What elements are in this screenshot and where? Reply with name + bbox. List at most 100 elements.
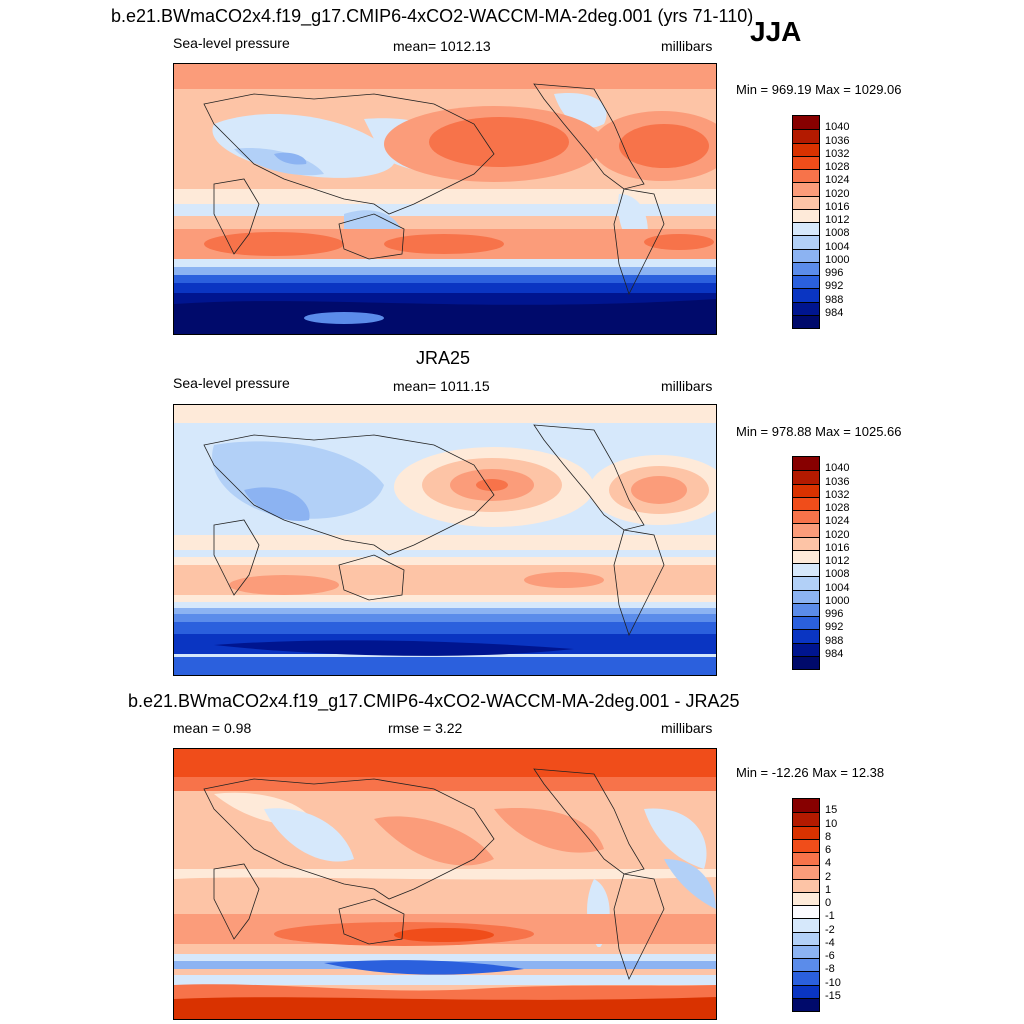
panel1-colorbar-tick: 1040 [825, 121, 850, 134]
panel1-colorbar-swatch [793, 235, 819, 249]
panel3-map [173, 748, 717, 1020]
panel2-colorbar-swatch [793, 496, 819, 510]
panel1-map [173, 63, 717, 335]
panel3-colorbar-tick: -10 [825, 976, 841, 989]
panel2-colorbar-tick: 992 [825, 621, 844, 634]
panel2-colorbar-tick: 996 [825, 608, 844, 620]
panel3-colorbar-tick: -8 [825, 963, 835, 976]
panel3-colorbar-swatch [793, 812, 819, 826]
panel2-colorbar-swatch [793, 536, 819, 550]
panel2-colorbar-tick: 1032 [825, 488, 850, 501]
panel1-colorbar-swatch [793, 208, 819, 222]
panel3-contour-field [174, 749, 716, 1019]
panel3-colorbar-tick: 1 [825, 883, 832, 896]
figure-title: b.e21.BWmaCO2x4.f19_g17.CMIP6-4xCO2-WACC… [111, 6, 754, 26]
panel3-colorbar-tick: 10 [825, 817, 838, 830]
panel3-colorbar-tick: -4 [825, 936, 835, 949]
panel3-colorbar-tick: 15 [825, 804, 838, 817]
panel2-colorbar-swatch [793, 576, 819, 590]
panel3-colorbar-swatch [793, 944, 819, 958]
panel1-colorbar-swatch [793, 182, 819, 196]
panel1-colorbar-tick: 1016 [825, 200, 850, 213]
panel2-colorbar-swatch [793, 483, 819, 497]
panel2-colorbar-swatch [793, 510, 819, 524]
panel1-colorbar-tick: 988 [825, 293, 844, 306]
panel1-colorbar-tick: 1000 [825, 253, 850, 266]
panel2-minmax: Min = 978.88 Max = 1025.66 [736, 424, 902, 439]
panel2-colorbar-tick: 1040 [825, 462, 850, 475]
panel1-colorbar-tick: 984 [825, 306, 844, 319]
panel1-colorbar-tick: 1036 [825, 134, 850, 147]
panel3-colorbar-tick: 4 [825, 857, 832, 870]
panel1-colorbar-tick: 1020 [825, 187, 850, 200]
panel3-colorbar-swatch [793, 997, 819, 1011]
panel2-colorbar-tick: 1036 [825, 475, 850, 488]
panel3-mean-label: mean = 0.98 [173, 720, 252, 736]
panel1-colorbar-swatch [793, 248, 819, 262]
panel3-colorbar-swatch [793, 825, 819, 839]
panel1-colorbar-swatch [793, 301, 819, 315]
panel3-colorbar-swatch [793, 799, 819, 813]
panel1-colorbar-swatch [793, 222, 819, 236]
panel2-colorbar-tick: 1024 [825, 515, 850, 528]
panel3-colorbar-swatch [793, 838, 819, 852]
panel2-colorbar-swatch [793, 589, 819, 603]
panel1-colorbar-swatch [793, 288, 819, 302]
panel1-colorbar-swatch [793, 142, 819, 156]
panel1-colorbar-swatch [793, 195, 819, 209]
panel2-title: JRA25 [416, 348, 471, 368]
panel2-colorbar-tick: 1012 [825, 555, 850, 567]
panel1-colorbar-tick: 1004 [825, 240, 850, 253]
panel3-colorbar-tick: 2 [825, 870, 832, 883]
panel3-colorbar-tick: 8 [825, 830, 832, 843]
panel3-colorbar-swatch [793, 918, 819, 932]
panel1-colorbar-swatch [793, 116, 819, 130]
panel3-colorbar-swatch [793, 865, 819, 879]
panel3-colorbar-tick: -15 [825, 989, 841, 1002]
panel1-colorbar-swatch [793, 261, 819, 275]
panel1-colorbar-tick: 996 [825, 267, 844, 279]
panel1-colorbar-tick: 1028 [825, 161, 850, 173]
panel1-colorbar-swatch [793, 169, 819, 183]
panel2-colorbar-tick: 1028 [825, 502, 850, 514]
panel3-colorbar-tick: -1 [825, 910, 835, 923]
panel1-colorbar-swatch [793, 314, 819, 328]
panel2-colorbar-tick: 1008 [825, 568, 850, 581]
panel3-units-label: millibars [661, 720, 713, 736]
panel3-colorbar-tick: 0 [825, 897, 832, 909]
panel2-mean-label: mean= 1011.15 [393, 378, 490, 394]
panel2-colorbar-swatch [793, 549, 819, 563]
panel1-colorbar-swatch [793, 155, 819, 169]
panel3-colorbar-swatch [793, 958, 819, 972]
panel2-colorbar-tick: 1004 [825, 581, 850, 594]
panel1-colorbar [792, 115, 820, 329]
panel2-contour-field [174, 405, 716, 675]
panel1-colorbar-swatch [793, 129, 819, 143]
panel2-colorbar-swatch [793, 470, 819, 484]
panel2-colorbar [792, 456, 820, 670]
panel2-colorbar-swatch [793, 642, 819, 656]
panel2-colorbar-tick: 1016 [825, 541, 850, 554]
panel2-colorbar-tick: 988 [825, 634, 844, 647]
panel3-minmax: Min = -12.26 Max = 12.38 [736, 765, 885, 780]
panel2-map [173, 404, 717, 676]
panel2-colorbar-swatch [793, 629, 819, 643]
panel3-colorbar-swatch [793, 905, 819, 919]
panel2-colorbar-swatch [793, 523, 819, 537]
panel2-colorbar-swatch [793, 602, 819, 616]
panel3-colorbar [792, 798, 820, 1012]
panel1-colorbar-tick: 992 [825, 280, 844, 293]
panel3-colorbar-swatch [793, 891, 819, 905]
panel2-units-label: millibars [661, 378, 713, 394]
panel1-mean-label: mean= 1012.13 [393, 38, 491, 54]
panel1-colorbar-swatch [793, 275, 819, 289]
panel1-units-label: millibars [661, 38, 713, 54]
panel3-rmse-label: rmse = 3.22 [388, 720, 463, 736]
panel3-colorbar-swatch [793, 931, 819, 945]
panel2-colorbar-swatch [793, 616, 819, 630]
panel1-colorbar-tick: 1032 [825, 147, 850, 160]
panel2-colorbar-swatch [793, 457, 819, 471]
panel1-variable-label: Sea-level pressure [173, 35, 290, 51]
panel3-title: b.e21.BWmaCO2x4.f19_g17.CMIP6-4xCO2-WACC… [128, 691, 740, 711]
panel2-colorbar-tick: 1000 [825, 594, 850, 607]
